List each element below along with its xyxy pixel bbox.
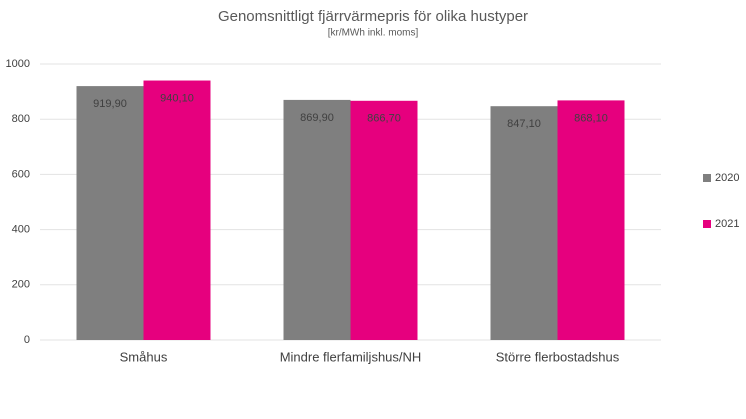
bar: [143, 80, 211, 340]
chart-subtitle: [kr/MWh inkl. moms]: [328, 28, 419, 39]
x-tick-label: Småhus: [120, 349, 168, 364]
bar: [490, 106, 558, 340]
value-label: 868,10: [574, 112, 608, 124]
value-label: 866,70: [367, 113, 401, 125]
legend-label: 2020: [715, 172, 739, 184]
value-label: 847,10: [507, 118, 541, 130]
value-label: 940,10: [160, 92, 194, 104]
y-tick-label: 0: [24, 334, 30, 346]
y-tick-label: 800: [12, 113, 30, 125]
bar: [350, 100, 418, 340]
y-tick-label: 600: [12, 168, 30, 180]
legend-swatch: [703, 174, 711, 182]
legend-swatch: [703, 220, 711, 228]
bar: [283, 99, 351, 341]
y-tick-label: 1000: [6, 58, 30, 70]
x-tick-label: Större flerbostadshus: [496, 349, 620, 364]
y-tick-label: 200: [12, 279, 30, 291]
bar: [557, 100, 625, 340]
chart-title: Genomsnittligt fjärrvärmepris för olika …: [218, 8, 528, 25]
value-label: 869,90: [300, 112, 334, 124]
y-tick-label: 400: [12, 224, 30, 236]
value-label: 919,90: [93, 98, 127, 110]
legend-label: 2021: [715, 218, 739, 230]
x-tick-label: Mindre flerfamiljshus/NH: [280, 349, 422, 364]
bar: [76, 86, 144, 340]
